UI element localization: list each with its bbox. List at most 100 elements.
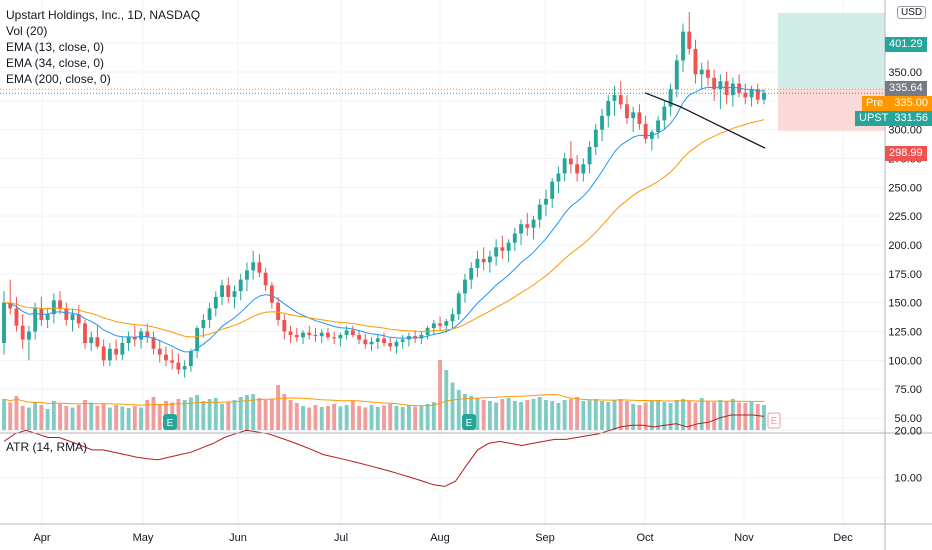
volume-bar — [712, 402, 717, 430]
candle-body — [637, 112, 642, 124]
candle-body — [282, 319, 287, 332]
last-price-value: 331.56 — [894, 112, 928, 124]
volume-bar — [375, 407, 380, 430]
volume-bar — [213, 398, 218, 430]
target-price-tag: 401.29 — [885, 37, 927, 52]
candle-body — [562, 158, 567, 174]
candle-body — [8, 302, 13, 309]
volume-bar — [95, 406, 100, 430]
volume-bar — [369, 405, 374, 430]
volume-bar — [195, 395, 200, 430]
atr-tick-label: 20.00 — [894, 425, 922, 437]
candle-body — [301, 332, 305, 338]
ema13-line — [3, 86, 765, 353]
vol-legend: Vol (20) — [6, 24, 48, 38]
candle-body — [20, 325, 25, 340]
candle-body — [668, 89, 673, 107]
candle-body — [157, 348, 162, 355]
candle-body — [357, 334, 362, 340]
volume-bar — [406, 405, 411, 430]
date-tick-label: Aug — [430, 532, 450, 544]
volume-bar — [263, 400, 268, 430]
volume-bar — [431, 402, 436, 430]
price-tick-label: 175.00 — [888, 269, 922, 281]
volume-bar — [724, 401, 729, 430]
earnings-marker — [163, 414, 177, 430]
candle-body — [512, 233, 517, 243]
volume-bar — [226, 402, 231, 430]
currency-button[interactable]: USD — [897, 6, 927, 19]
candle-body — [662, 106, 667, 121]
volume-bar — [39, 405, 44, 430]
volume-bar — [475, 398, 480, 430]
volume-bar — [631, 404, 636, 430]
candle-body — [369, 341, 374, 345]
candle-body — [132, 337, 137, 340]
volume-bar — [282, 394, 287, 430]
volume-bar — [332, 404, 337, 430]
candle-body — [51, 300, 56, 315]
candle-body — [656, 120, 661, 132]
candle-body — [313, 334, 318, 337]
candle-body — [743, 92, 748, 98]
candle-body — [176, 362, 181, 370]
volume-bar — [494, 402, 499, 430]
volume-bar — [749, 402, 754, 430]
volume-bar — [699, 398, 704, 430]
volume-bar — [114, 405, 119, 430]
volume-bar — [600, 401, 604, 430]
volume-bar — [382, 405, 386, 430]
volume-bar — [400, 407, 405, 430]
candle-body — [326, 332, 330, 338]
date-tick-label: Sep — [535, 532, 555, 544]
volume-bar — [89, 402, 94, 430]
candle-body — [276, 302, 281, 320]
candle-body — [625, 104, 629, 119]
candle-body — [762, 92, 766, 100]
upcoming-earnings-marker — [767, 412, 781, 429]
volume-bar — [220, 404, 224, 430]
volume-bar — [762, 405, 766, 430]
atr-tick-label: 10.00 — [894, 473, 922, 485]
candle-body — [431, 323, 436, 329]
price-tick-label: 250.00 — [888, 182, 922, 194]
volume-bar — [319, 407, 324, 430]
volume-bar — [544, 400, 548, 430]
volume-bar — [107, 407, 112, 430]
candle-body — [182, 366, 187, 370]
price-tick-label: 100.00 — [888, 355, 922, 367]
candle-body — [344, 330, 349, 335]
stop-price-tag: 298.99 — [885, 146, 927, 161]
candle-body — [238, 279, 243, 292]
volume-bar — [45, 409, 50, 430]
volume-bar — [425, 404, 430, 430]
candle-body — [107, 348, 112, 361]
volume-bar — [587, 400, 592, 430]
candle-body — [506, 242, 511, 251]
volume-bar — [188, 397, 193, 430]
last-price-tag: UPST 331.56 — [855, 111, 932, 126]
candle-body — [519, 224, 523, 234]
candle-body — [444, 321, 449, 326]
volume-bar — [394, 406, 399, 430]
candle-body — [550, 181, 555, 199]
candle-body — [494, 247, 499, 257]
candle-body — [693, 48, 698, 75]
candle-body — [70, 314, 75, 320]
candle-body — [232, 291, 237, 297]
volume-bar — [288, 400, 293, 430]
volume-bar — [14, 396, 19, 430]
candle-body — [382, 338, 386, 344]
candlesticks[interactable] — [2, 12, 766, 378]
candle-body — [537, 204, 542, 220]
volume-bar — [139, 407, 143, 430]
last-price-symbol: UPST — [859, 112, 889, 124]
candle-body — [195, 328, 200, 352]
candle-body — [525, 224, 530, 228]
volume-bar — [463, 394, 467, 430]
candle-body — [83, 323, 87, 344]
ema13-legend: EMA (13, close, 0) — [6, 40, 105, 54]
volume-bar — [450, 382, 455, 430]
candle-body — [294, 334, 299, 338]
